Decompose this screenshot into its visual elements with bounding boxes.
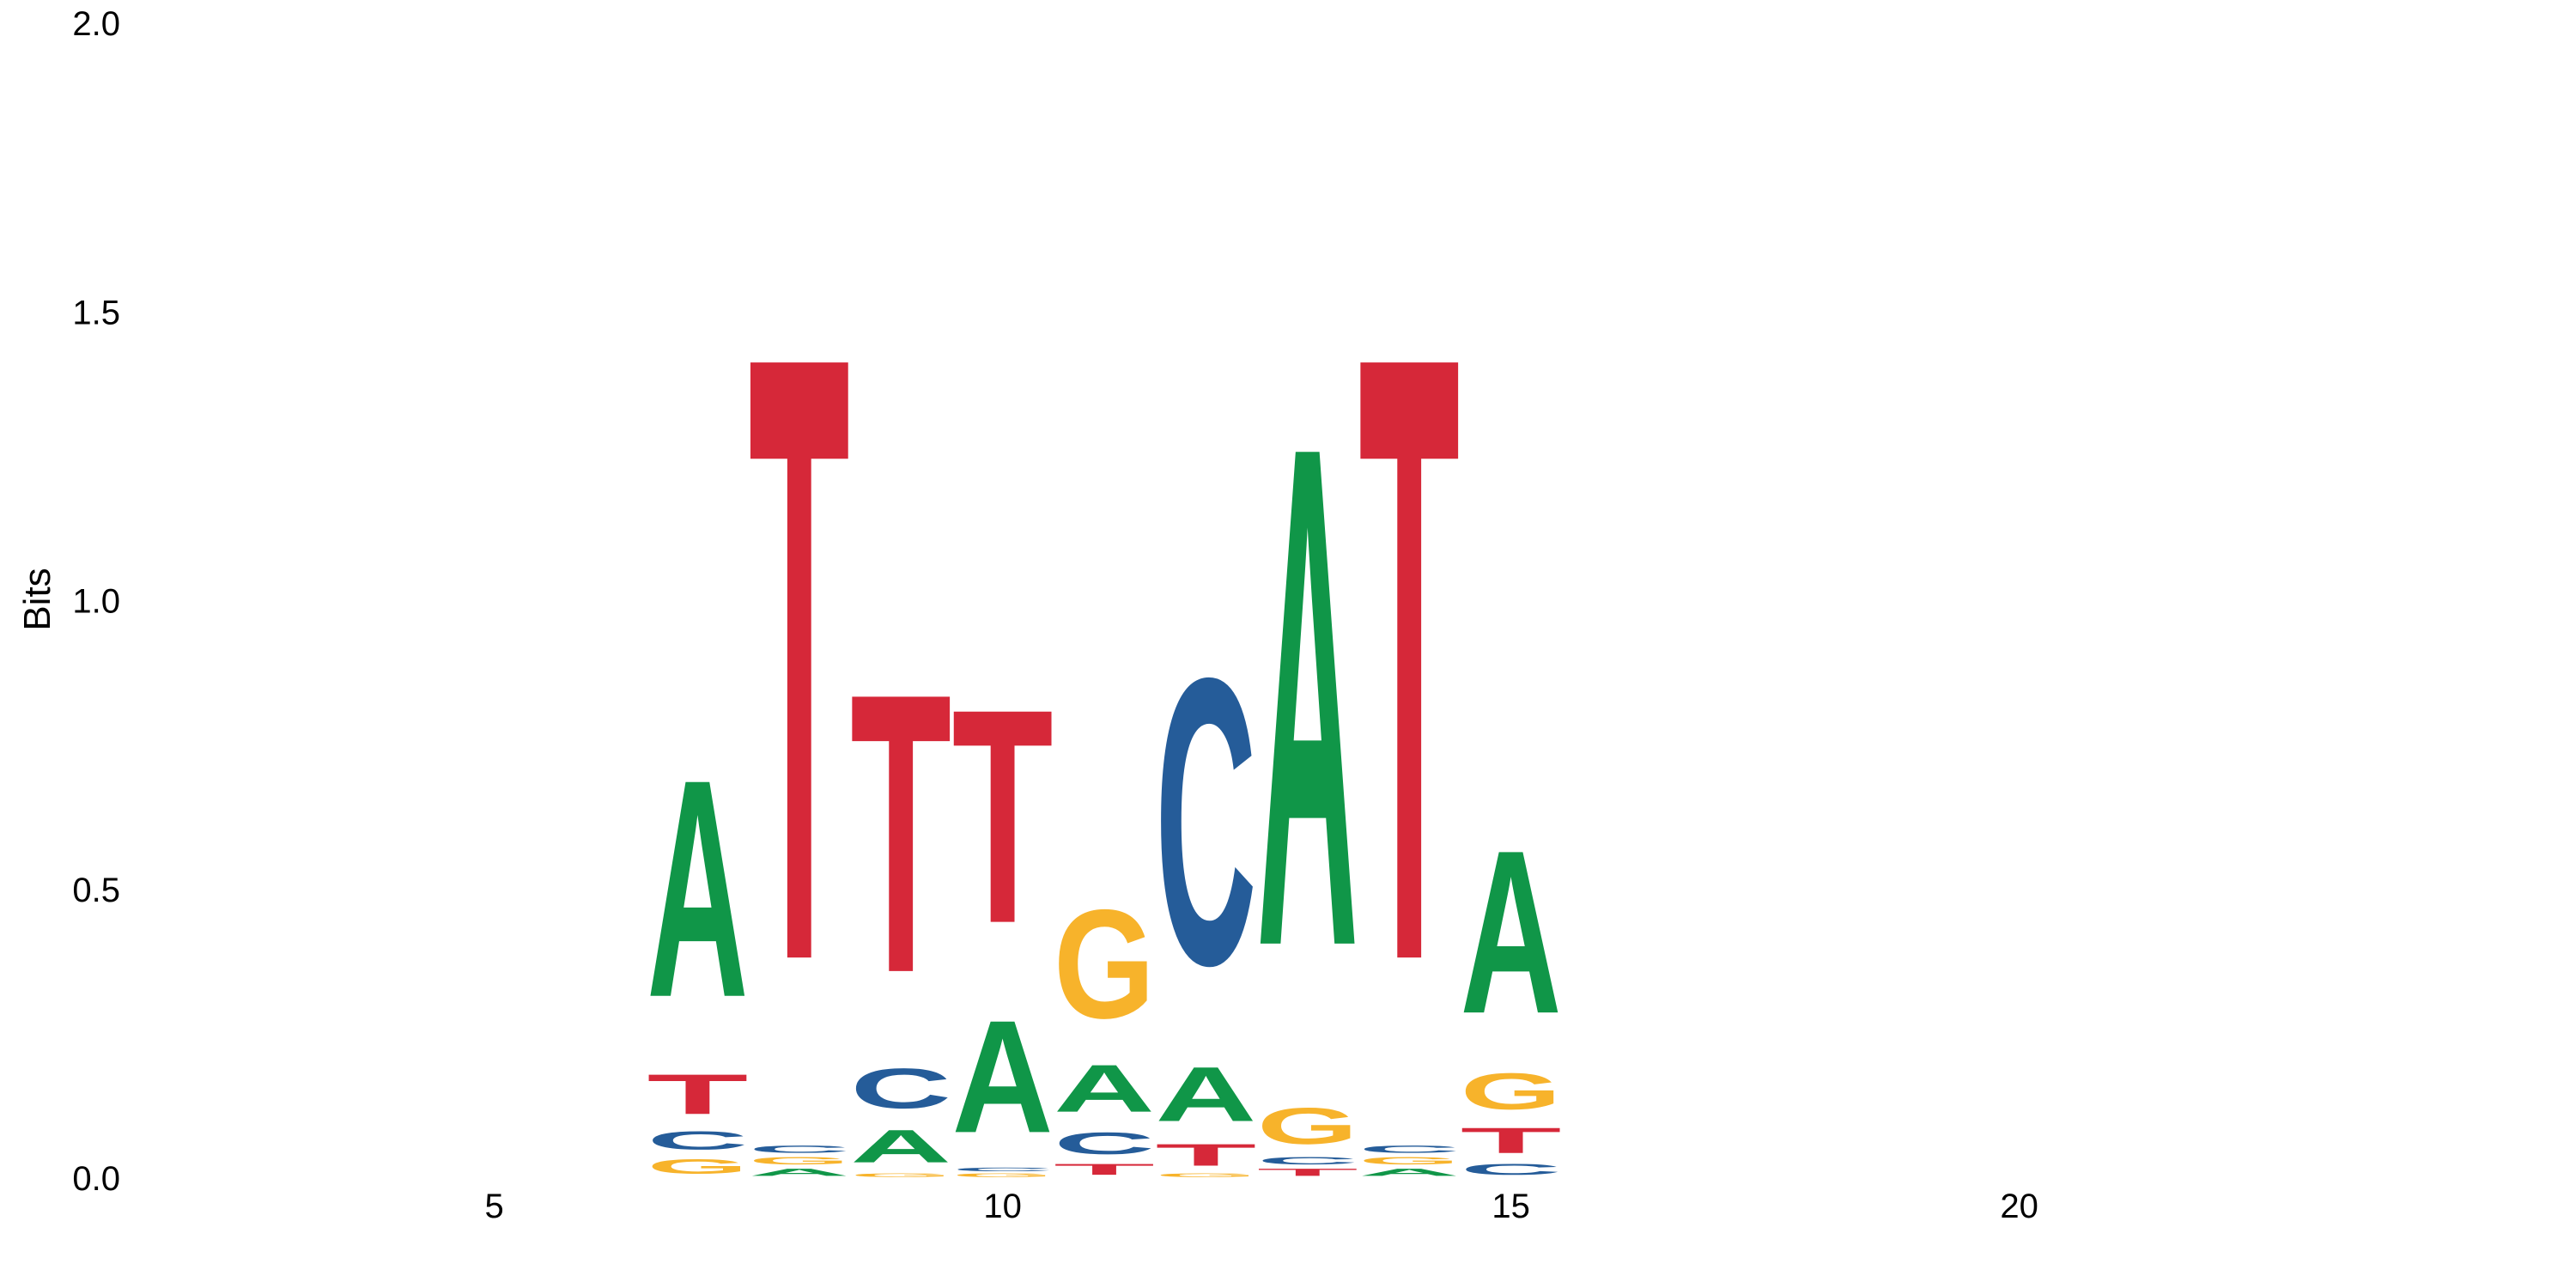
logo-letter-c: C <box>1155 594 1256 1050</box>
logo-letter-a: A <box>1257 298 1358 1097</box>
logo-letter-t: T <box>850 611 951 1056</box>
logo-letter-t: T <box>1461 1120 1562 1160</box>
logo-letter-g: G <box>952 1172 1054 1178</box>
logo-letter-a: A <box>1155 1050 1256 1137</box>
logo-letter-a: A <box>647 716 748 1062</box>
logo-letter-g: G <box>850 1172 951 1178</box>
logo-letter-t: T <box>1054 1161 1155 1178</box>
logo-letter-t: T <box>647 1062 748 1126</box>
logo-letter-a: A <box>1461 802 1562 1062</box>
x-tick-label: 15 <box>1492 1188 1530 1225</box>
logo-letter-g: G <box>1358 1155 1460 1166</box>
logo-letter-t: T <box>952 646 1054 987</box>
logo-letter-a: A <box>952 987 1054 1167</box>
x-tick-label: 10 <box>983 1188 1022 1225</box>
logo-letter-c: C <box>749 1144 850 1156</box>
y-tick-label: 2.0 <box>72 5 120 43</box>
y-tick-label: 1.5 <box>72 294 120 331</box>
logo-letter-c: C <box>1257 1155 1358 1167</box>
y-tick-label: 0.0 <box>72 1160 120 1198</box>
logo-letter-c: C <box>1054 1127 1155 1161</box>
logo-letter-g: G <box>647 1155 748 1178</box>
logo-letter-g: G <box>1155 1172 1256 1178</box>
x-tick-label: 5 <box>484 1188 503 1225</box>
logo-letter-a: A <box>1054 1051 1155 1126</box>
logo-letter-c: C <box>850 1057 951 1121</box>
y-axis-label: Bits <box>16 568 58 630</box>
logo-letter-g: G <box>1461 1063 1562 1121</box>
y-tick-label: 1.0 <box>72 583 120 621</box>
logo-letter-t: T <box>749 174 850 1141</box>
x-tick-label: 20 <box>2000 1188 2038 1225</box>
logo-letter-t: T <box>1257 1167 1358 1178</box>
logo-letter-c: C <box>647 1126 748 1155</box>
logo-letter-c: C <box>1461 1161 1562 1178</box>
logo-letter-g: G <box>749 1155 850 1166</box>
logo-letter-a: A <box>749 1166 850 1178</box>
y-axis: 0.0 0.5 1.0 1.5 2.0 <box>72 5 120 1198</box>
logo-letter-t: T <box>1155 1138 1256 1172</box>
y-tick-label: 0.5 <box>72 872 120 909</box>
logo-letter-g: G <box>1257 1097 1358 1155</box>
logo-letter-c: C <box>952 1167 1054 1173</box>
logo-letter-g: G <box>1054 878 1155 1052</box>
logo-letter-c: C <box>1358 1144 1460 1156</box>
logo-letter-a: A <box>850 1121 951 1173</box>
logo-letter-t: T <box>1358 174 1460 1141</box>
logo-letter-a: A <box>1358 1166 1460 1178</box>
x-axis: 5 10 15 20 <box>484 1188 2038 1225</box>
